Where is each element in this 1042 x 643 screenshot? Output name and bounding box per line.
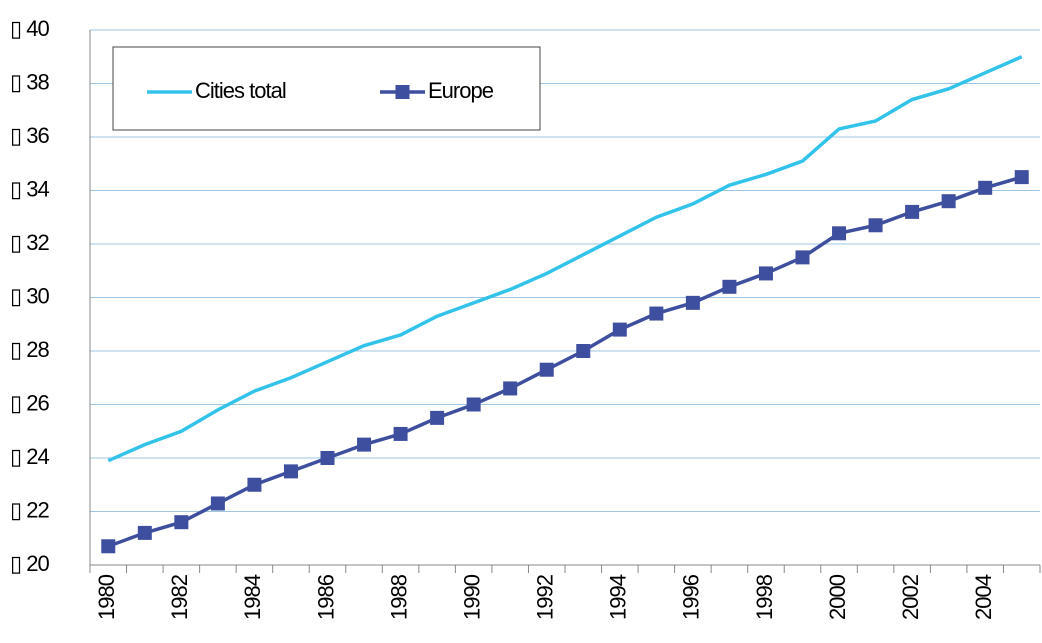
- x-tick-label: 1988: [386, 574, 411, 620]
- y-tick-label: ▯ 36: [10, 123, 49, 148]
- x-tick-label: 1986: [313, 574, 338, 620]
- x-tick-label: 2002: [898, 574, 923, 620]
- y-tick-label: ▯ 26: [10, 390, 49, 415]
- marker: [503, 381, 518, 396]
- marker: [247, 477, 262, 492]
- y-tick-label: ▯ 34: [10, 176, 49, 201]
- legend-label: Europe: [428, 78, 494, 103]
- x-tick-label: 2000: [825, 574, 850, 620]
- x-tick-label: 1982: [167, 574, 192, 620]
- y-tick-label: ▯ 30: [10, 283, 49, 308]
- marker: [430, 410, 445, 425]
- marker: [210, 496, 225, 511]
- marker: [758, 266, 773, 281]
- marker: [357, 437, 372, 452]
- marker: [722, 279, 737, 294]
- y-tick-label: ▯ 32: [10, 230, 49, 255]
- series-line: [107, 55, 1023, 463]
- marker: [832, 226, 847, 241]
- y-tick-label: ▯ 38: [10, 69, 49, 94]
- marker: [320, 451, 335, 465]
- x-tick-label: 1994: [606, 574, 631, 620]
- x-tick-label: 2004: [971, 574, 996, 620]
- marker: [978, 180, 993, 195]
- y-tick-label: ▯ 20: [10, 551, 49, 576]
- y-tick-label: ▯ 24: [10, 444, 49, 469]
- marker: [283, 464, 298, 479]
- marker: [795, 250, 810, 265]
- legend-label: Cities total: [195, 78, 286, 103]
- y-tick-label: ▯ 28: [10, 337, 49, 362]
- marker: [868, 218, 883, 233]
- x-tick-label: 1990: [459, 574, 484, 620]
- marker: [1014, 170, 1029, 185]
- marker: [393, 426, 408, 441]
- marker: [539, 362, 554, 377]
- x-tick-label: 1998: [752, 574, 777, 620]
- x-tick-label: 1980: [94, 574, 119, 620]
- marker: [612, 322, 627, 337]
- x-tick-label: 1996: [679, 574, 704, 620]
- series-line: [107, 175, 1023, 548]
- marker: [649, 306, 664, 321]
- x-tick-label: 1992: [533, 574, 558, 620]
- marker: [941, 194, 956, 209]
- y-tick-label: ▯ 22: [10, 497, 49, 522]
- marker: [137, 525, 152, 540]
- marker: [466, 397, 481, 412]
- y-tick-label: ▯ 40: [10, 16, 49, 41]
- marker: [685, 295, 700, 310]
- marker: [174, 515, 189, 530]
- marker: [576, 344, 591, 358]
- legend-box: [112, 46, 541, 131]
- marker: [101, 539, 116, 554]
- x-tick-label: 1984: [240, 574, 265, 620]
- legend-marker: [395, 85, 410, 99]
- marker: [905, 204, 920, 219]
